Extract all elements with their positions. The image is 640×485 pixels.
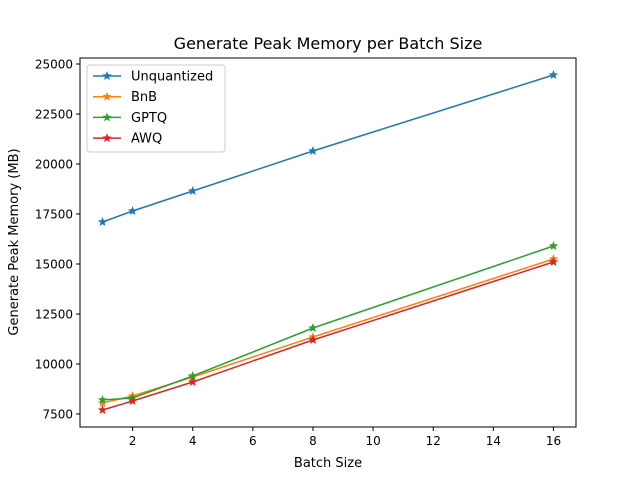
data-point-unquantized <box>308 146 318 155</box>
legend-label-awq: AWQ <box>131 132 162 147</box>
chart-title: Generate Peak Memory per Batch Size <box>174 34 483 53</box>
data-point-gptq <box>97 395 108 404</box>
data-point-bnb <box>97 398 108 407</box>
legend-label-bnb: BnB <box>131 90 157 105</box>
x-tick-label: 12 <box>426 434 441 448</box>
data-point-awq <box>548 257 559 266</box>
x-axis-label: Batch Size <box>294 456 362 471</box>
legend-label-unquantized: Unquantized <box>131 70 213 85</box>
y-tick-label: 7500 <box>42 408 73 422</box>
data-point-unquantized <box>548 70 559 79</box>
plot-frame <box>79 57 577 428</box>
x-tick-label: 8 <box>309 434 317 448</box>
legend-marker-gptq <box>102 112 112 122</box>
y-tick-label: 12500 <box>35 308 73 322</box>
legend-marker-bnb <box>102 91 112 101</box>
x-tick-label: 10 <box>365 434 380 448</box>
y-tick-label: 22500 <box>35 108 73 122</box>
data-point-unquantized <box>188 186 198 195</box>
data-point-awq <box>127 396 138 405</box>
x-tick-label: 14 <box>486 434 501 448</box>
legend-box <box>86 64 226 153</box>
x-tick-label: 16 <box>546 434 561 448</box>
legend-label-gptq: GPTQ <box>131 111 167 126</box>
x-tick-label: 2 <box>129 434 137 448</box>
data-point-gptq <box>188 371 198 380</box>
y-tick-label: 25000 <box>35 58 73 72</box>
data-point-awq <box>188 377 198 386</box>
data-point-gptq <box>548 241 559 250</box>
y-tick-label: 10000 <box>35 358 73 372</box>
data-point-awq <box>308 335 318 344</box>
x-tick-label: 4 <box>189 434 197 448</box>
data-point-awq <box>97 405 108 414</box>
y-tick-label: 15000 <box>35 258 73 272</box>
y-tick-label: 20000 <box>35 158 73 172</box>
legend: Unquantized BnB GPTQ AWQ <box>86 64 226 153</box>
legend-marker-unquantized <box>102 71 112 80</box>
x-tick-label: 6 <box>249 434 257 448</box>
data-point-unquantized <box>97 217 108 226</box>
data-point-unquantized <box>127 206 138 215</box>
legend-marker-awq <box>102 133 112 143</box>
y-tick-label: 17500 <box>35 208 73 222</box>
data-point-gptq <box>308 323 318 332</box>
y-axis-label: Generate Peak Memory (MB) <box>7 148 22 335</box>
